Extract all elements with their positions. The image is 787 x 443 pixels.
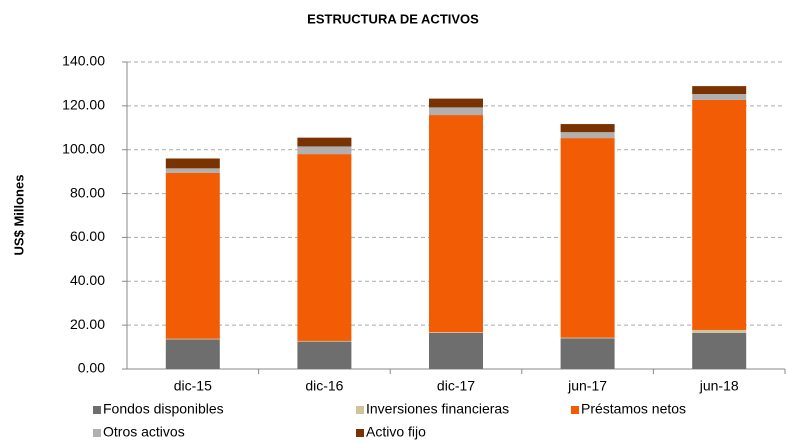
bar-segment xyxy=(297,154,352,341)
legend-swatch xyxy=(571,406,579,414)
legend-swatch xyxy=(356,429,364,437)
chart-title: ESTRUCTURA DE ACTIVOS xyxy=(307,11,479,26)
y-tick-label: 100.00 xyxy=(62,140,105,156)
y-tick-label: 20.00 xyxy=(70,316,105,332)
y-tick-label: 40.00 xyxy=(70,272,105,288)
bar-segment xyxy=(165,339,220,369)
bar-segment xyxy=(560,337,615,339)
legend-label: Inversiones financieras xyxy=(366,401,509,417)
bar-segment xyxy=(165,172,220,339)
x-tick-label: dic-15 xyxy=(174,378,212,394)
bar-segment xyxy=(165,338,220,340)
legend-swatch xyxy=(93,429,101,437)
bar-segment xyxy=(429,332,483,369)
bar-segment xyxy=(165,168,220,173)
bar-segment xyxy=(692,86,747,95)
y-axis-title: US$ Millones xyxy=(11,175,26,256)
bar-segment xyxy=(297,341,352,369)
bar-segment xyxy=(692,332,747,369)
x-tick-label: jun-18 xyxy=(699,378,739,394)
legend-label: Fondos disponibles xyxy=(103,401,224,417)
bar-segment xyxy=(560,132,615,139)
legend-label: Otros activos xyxy=(103,424,185,440)
bar-segment xyxy=(297,340,352,342)
x-tick-label: jun-17 xyxy=(567,378,607,394)
legend-label: Préstamos netos xyxy=(581,401,686,417)
y-tick-label: 140.00 xyxy=(62,53,105,69)
bar-segment xyxy=(429,332,483,333)
legend-label: Activo fijo xyxy=(366,424,426,440)
bar-segment xyxy=(560,138,615,338)
y-tick-label: 0.00 xyxy=(78,360,105,376)
bar-segment xyxy=(165,158,220,169)
bar-segment xyxy=(560,124,615,133)
bar-segment xyxy=(297,137,352,147)
bar-segment xyxy=(692,99,747,330)
bar-segment xyxy=(297,146,352,155)
bar-segment xyxy=(692,94,747,100)
bar-segment xyxy=(429,115,483,333)
y-tick-label: 60.00 xyxy=(70,228,105,244)
legend-swatch xyxy=(356,406,364,414)
bar-segment xyxy=(429,98,483,108)
y-tick-label: 120.00 xyxy=(62,97,105,113)
bar-segment xyxy=(560,338,615,369)
bar-segment xyxy=(692,329,747,333)
y-tick-label: 80.00 xyxy=(70,184,105,200)
x-tick-label: dic-16 xyxy=(305,378,343,394)
x-tick-label: dic-17 xyxy=(437,378,475,394)
bar-segment xyxy=(429,107,483,116)
legend-swatch xyxy=(93,406,101,414)
